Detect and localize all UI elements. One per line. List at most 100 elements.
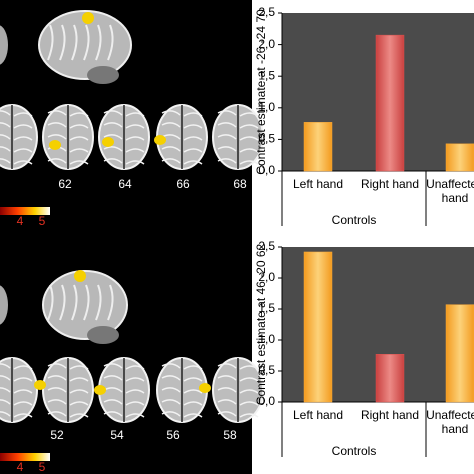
sulcus (103, 122, 145, 129)
cerebellum (87, 66, 119, 84)
group-label: Controls (332, 213, 377, 227)
slice-label: 64 (118, 177, 132, 191)
sulcus (83, 284, 90, 321)
sulcus (0, 399, 33, 406)
colorbar-label: 5 (39, 214, 46, 228)
sulcus (47, 411, 89, 418)
sulcus (0, 411, 33, 418)
activation (102, 137, 114, 147)
sulcus (217, 158, 259, 165)
bar (303, 251, 333, 403)
sulcus (103, 134, 145, 141)
y-axis-label: Contrast estimate at -26 -24 70 (254, 9, 268, 175)
sulcus (59, 284, 66, 321)
partial-slice (0, 285, 8, 325)
bar (375, 34, 405, 172)
sulcus (103, 110, 145, 117)
sulcus (161, 110, 203, 117)
brain-images: 62 64 66 68 4 5 52 54 56 58 4 5 (0, 10, 264, 474)
sulcus (95, 24, 102, 61)
y-tick-label: 2,0 (258, 37, 275, 51)
y-tick-label: 2,5 (258, 5, 275, 19)
sulcus (0, 375, 33, 382)
sulcus (217, 363, 259, 370)
sulcus (0, 110, 33, 117)
colorbar-label: 5 (39, 460, 46, 474)
sulcus (161, 411, 203, 418)
sulcus (0, 134, 33, 141)
partial-slice (0, 25, 8, 65)
sulcus (47, 134, 89, 141)
activation (199, 383, 211, 393)
slice-label: 62 (58, 177, 72, 191)
sulcus (103, 158, 145, 165)
sulcus (0, 158, 33, 165)
sulcus (217, 122, 259, 129)
sulcus (47, 110, 89, 117)
sulcus (47, 24, 54, 61)
bar (445, 304, 474, 403)
slice-label: 54 (110, 428, 124, 442)
sulcus (217, 399, 259, 406)
sulcus (217, 146, 259, 153)
slice-label: 66 (176, 177, 190, 191)
y-tick-label: 2,0 (258, 270, 275, 284)
activation (82, 12, 94, 24)
sulcus (161, 387, 203, 394)
sulcus (107, 284, 114, 321)
activation (94, 385, 106, 395)
sulcus (71, 24, 78, 61)
slice-label: 68 (233, 177, 247, 191)
sulcus (71, 284, 78, 321)
bar (375, 354, 405, 403)
sulcus (161, 146, 203, 153)
sulcus (103, 375, 145, 382)
slice-label: 58 (223, 428, 237, 442)
x-tick-label: Right hand (361, 408, 419, 422)
y-tick-label: 1,0 (258, 100, 275, 114)
colorbar-label: 4 (17, 460, 24, 474)
sulcus (161, 363, 203, 370)
y-axis-label: Contrast estimate at 46 -20 62 (254, 243, 268, 405)
sulcus (47, 399, 89, 406)
colorbar (0, 207, 50, 215)
activation (34, 380, 46, 390)
sulcus (217, 110, 259, 117)
sulcus (47, 387, 89, 394)
sulcus (83, 24, 90, 61)
x-tick-label: Left hand (293, 408, 343, 422)
sulcus (95, 284, 102, 321)
sulcus (47, 158, 89, 165)
sulcus (59, 24, 66, 61)
sulcus (47, 284, 54, 321)
x-tick-label: Right hand (361, 177, 419, 191)
slice-label: 52 (50, 428, 64, 442)
sulcus (0, 122, 33, 129)
x-tick-label: Unaffectedhand (426, 408, 474, 436)
sulcus (217, 375, 259, 382)
sulcus (161, 122, 203, 129)
sulcus (0, 387, 33, 394)
bar (303, 122, 333, 172)
y-tick-label: 0,0 (258, 394, 275, 408)
sulcus (0, 146, 33, 153)
activation (49, 140, 61, 150)
colorbar (0, 453, 50, 461)
cerebellum (87, 326, 119, 344)
sulcus (161, 399, 203, 406)
y-tick-label: 1,5 (258, 68, 275, 82)
sulcus (103, 146, 145, 153)
y-tick-label: 1,0 (258, 332, 275, 346)
y-tick-label: 0,5 (258, 132, 275, 146)
sulcus (161, 158, 203, 165)
x-tick-label: Unaffectedhand (426, 177, 474, 205)
sulcus (0, 363, 33, 370)
slice-label: 56 (166, 428, 180, 442)
x-tick-label: Left hand (293, 177, 343, 191)
bar (445, 143, 474, 172)
sulcus (103, 363, 145, 370)
activation (74, 270, 86, 282)
sulcus (217, 387, 259, 394)
y-tick-label: 2,5 (258, 239, 275, 253)
